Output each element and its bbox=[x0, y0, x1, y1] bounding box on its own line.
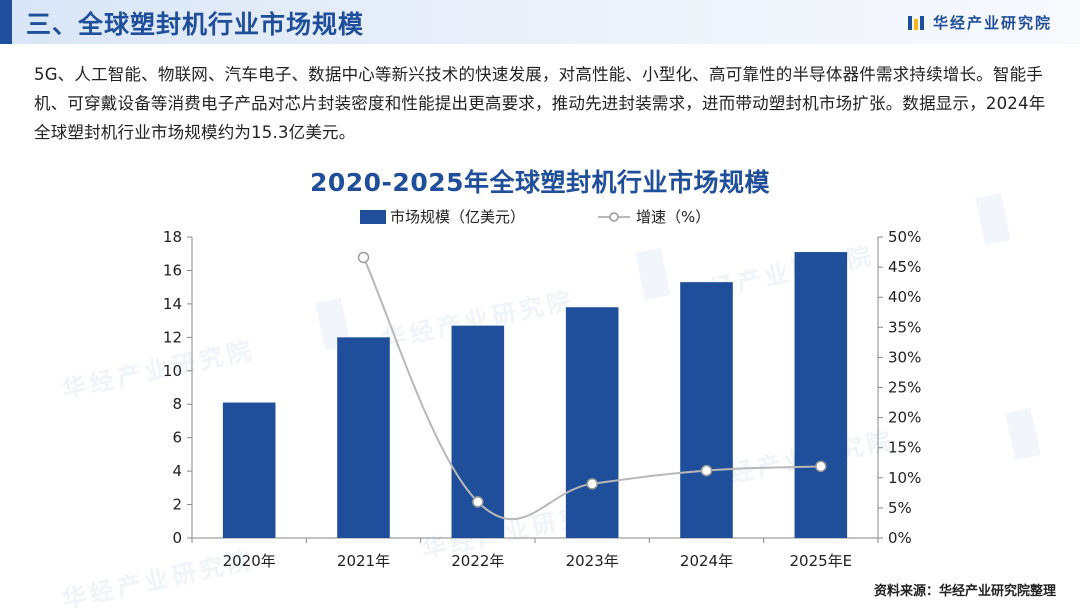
right-axis-tick-label: 30% bbox=[888, 348, 921, 366]
right-axis-tick-label: 10% bbox=[888, 469, 921, 487]
chart-title: 2020-2025年全球塑封机行业市场规模 bbox=[309, 168, 771, 197]
x-axis-tick-label: 2022年 bbox=[451, 552, 504, 570]
right-axis-tick-label: 20% bbox=[888, 409, 921, 427]
brand-name: 华经产业研究院 bbox=[932, 14, 1052, 32]
header-accent-bar bbox=[0, 0, 12, 44]
growth-point bbox=[586, 478, 598, 490]
left-axis-tick-label: 16 bbox=[163, 261, 182, 279]
legend-line-label: 增速（%） bbox=[636, 208, 710, 226]
legend-bar-swatch bbox=[360, 210, 386, 224]
right-axis-tick-label: 15% bbox=[888, 439, 921, 457]
left-axis-tick-label: 0 bbox=[172, 529, 182, 547]
bar bbox=[565, 307, 619, 538]
left-axis-tick-label: 12 bbox=[163, 328, 182, 346]
legend-bar-label: 市场规模（亿美元） bbox=[390, 208, 525, 226]
x-axis-tick-label: 2021年 bbox=[337, 552, 390, 570]
growth-line bbox=[362, 257, 821, 521]
growth-point bbox=[357, 251, 370, 264]
right-axis-tick-label: 35% bbox=[888, 318, 921, 336]
right-axis-tick-label: 25% bbox=[888, 379, 921, 397]
x-axis-tick-label: 2025年E bbox=[790, 552, 853, 570]
brand: 华经产业研究院 bbox=[907, 12, 1052, 33]
x-axis-tick-label: 2024年 bbox=[680, 552, 733, 570]
market-size-chart: 0 2 4 6 8 10 12 14 16 18 0% 5% 10% 15% 20% 25% 30% 35% 40%… bbox=[163, 208, 921, 570]
left-axis-tick-label: 4 bbox=[172, 462, 182, 480]
bar bbox=[222, 402, 276, 538]
left-axis-tick-label: 10 bbox=[163, 362, 182, 380]
page-title: 三、全球塑封机行业市场规模 bbox=[26, 10, 365, 39]
left-axis-tick-label: 8 bbox=[172, 395, 182, 413]
left-axis-tick-label: 14 bbox=[163, 295, 182, 313]
right-axis-tick-label: 5% bbox=[888, 499, 912, 517]
right-axis-tick-label: 40% bbox=[888, 288, 921, 306]
right-axis-tick-label: 0% bbox=[888, 529, 912, 547]
left-axis-tick-label: 6 bbox=[172, 429, 182, 447]
left-axis-tick-label: 18 bbox=[163, 228, 182, 246]
legend-line-marker bbox=[609, 212, 619, 222]
right-axis-tick-label: 50% bbox=[888, 228, 921, 246]
intro-paragraph: 5G、人工智能、物联网、汽车电子、数据中心等新兴技术的快速发展，对高性能、小型化… bbox=[34, 65, 1046, 142]
growth-point bbox=[700, 464, 713, 477]
x-axis-tick-label: 2023年 bbox=[566, 552, 619, 570]
growth-point bbox=[472, 496, 484, 508]
bar bbox=[337, 337, 390, 538]
x-axis-tick-label: 2020年 bbox=[223, 552, 276, 570]
right-axis-tick-label: 45% bbox=[888, 258, 921, 276]
bar bbox=[794, 252, 848, 539]
header-bar: 三、全球塑封机行业市场规模 华经产业研究院 bbox=[0, 0, 1080, 44]
bar bbox=[680, 282, 733, 538]
growth-point bbox=[815, 460, 827, 473]
left-axis-tick-label: 2 bbox=[172, 496, 182, 514]
source-note: 资料来源：华经产业研究院整理 bbox=[873, 584, 1056, 599]
book-logo-icon bbox=[907, 15, 924, 30]
